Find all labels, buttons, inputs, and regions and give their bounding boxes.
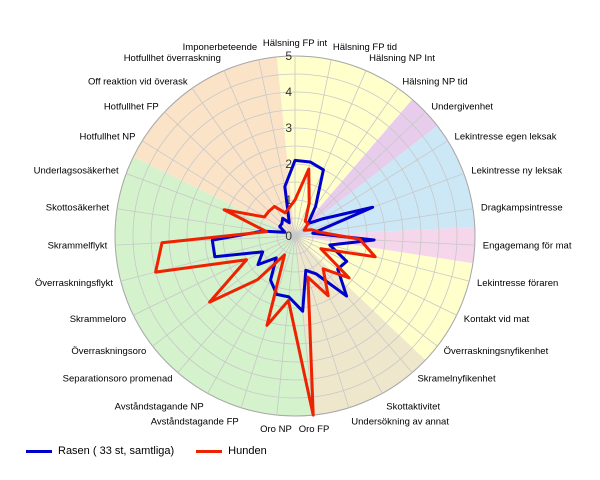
axis-label-1: Hälsning FP tid [333, 42, 397, 53]
tick-label-3: 3 [285, 121, 292, 135]
axis-label-9: Lekintresse föraren [477, 278, 558, 289]
axis-label-14: Undersökning av annat [351, 416, 449, 427]
axis-label-15: Oro FP [299, 424, 330, 435]
axis-label-23: Skrammelflykt [48, 241, 108, 252]
axis-label-30: Imponerbeteende [183, 42, 257, 53]
axis-label-2: Hälsning NP Int [369, 53, 435, 64]
axis-label-22: Överraskningsflykt [35, 278, 113, 289]
grid-spoke [152, 235, 296, 347]
grid-spoke [294, 111, 426, 237]
axis-label-28: Off reaktion vid överask [88, 77, 188, 88]
grid-spoke [223, 70, 296, 237]
sector-7 [133, 56, 295, 236]
axis-label-27: Hotfullhet FP [104, 101, 159, 112]
grid-spoke [207, 235, 296, 394]
axis-label-21: Skrammeloro [70, 314, 127, 325]
axis-label-0: Hälsning FP int [263, 38, 328, 49]
tick-label-1: 1 [285, 193, 292, 207]
grid-spoke [294, 235, 475, 246]
grid-spoke [276, 235, 296, 416]
axis-label-8: Engagemang för mat [483, 241, 572, 252]
legend-label-dog: Hunden [228, 445, 267, 457]
axis-label-12: Skramelnyfikenhet [417, 374, 496, 385]
tick-label-5: 5 [285, 49, 292, 63]
axis-label-4: Undergivenhet [431, 101, 493, 112]
legend-item-dog: Hunden [196, 445, 267, 457]
series-line-0 [210, 158, 376, 313]
axis-label-11: Överraskningsnyfikenhet [444, 346, 549, 357]
axis-label-18: Avståndstagande NP [115, 401, 204, 412]
axis-label-6: Lekintresse ny leksak [471, 166, 562, 177]
axis-label-7: Dragkampsintresse [481, 203, 563, 214]
axis-label-25: Underlagsosäkerhet [34, 166, 119, 177]
sector-0 [276, 55, 413, 236]
grid-spoke [294, 235, 383, 394]
grid-spoke [294, 235, 438, 347]
grid-spoke [294, 59, 332, 237]
axis-label-17: Avståndstagande FP [151, 416, 239, 427]
axis-label-13: Skottaktivitet [386, 401, 440, 412]
grid-spoke [294, 173, 464, 237]
legend-item-breed: Rasen ( 33 st, samtliga) [26, 445, 174, 457]
grid-spoke [294, 235, 350, 408]
axis-label-10: Kontakt vid mat [464, 314, 530, 325]
grid-spoke [142, 140, 296, 237]
chart-legend: Rasen ( 33 st, samtliga) Hunden [26, 445, 289, 457]
legend-swatch-dog [196, 449, 223, 453]
tick-label-0: 0 [285, 229, 292, 243]
axis-label-29: Hotfullhet överraskning [124, 53, 221, 64]
grid-spoke [294, 235, 314, 416]
chart-ticks: 1 2 3 4 5 0 [285, 49, 292, 243]
grid-spoke [115, 235, 296, 246]
axis-label-20: Överraskningsoro [71, 346, 146, 357]
grid-spoke [191, 88, 296, 237]
grid-spoke [294, 235, 413, 373]
grid-spoke [164, 111, 296, 237]
axis-label-5: Lekintresse egen leksak [455, 132, 557, 143]
legend-label-breed: Rasen ( 33 st, samtliga) [58, 445, 175, 457]
grid-spoke [294, 235, 470, 282]
legend-swatch-breed [26, 449, 52, 453]
grid-spoke [126, 173, 296, 237]
grid-spoke [133, 235, 296, 316]
sector-6 [115, 156, 314, 417]
axis-label-24: Skottosäkerhet [46, 203, 110, 214]
tick-label-2: 2 [285, 157, 292, 171]
chart-series [154, 158, 377, 417]
series-line-1 [154, 167, 377, 417]
grid-spoke [294, 208, 473, 237]
tick-label-4: 4 [285, 85, 292, 99]
grid-spoke [120, 235, 296, 282]
axis-label-19: Separationsoro promenad [63, 374, 173, 385]
axis-label-3: Hälsning NP tid [402, 77, 467, 88]
axis-label-26: Hotfullhet NP [79, 132, 135, 143]
axis-label-16: Oro NP [260, 424, 292, 435]
